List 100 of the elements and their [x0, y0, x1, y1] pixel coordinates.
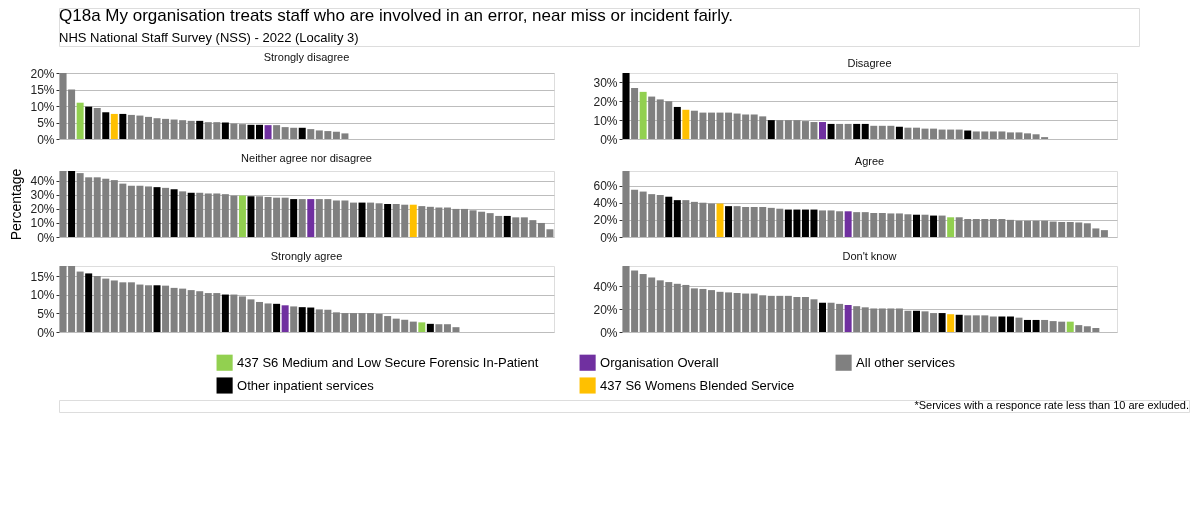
bar — [162, 285, 170, 332]
bar — [673, 106, 681, 139]
y-tick-label: 20% — [30, 202, 55, 217]
y-tick-label: 5% — [37, 116, 55, 130]
legend-label: Organisation Overall — [600, 354, 719, 370]
bar — [861, 123, 869, 139]
y-tick-label: 15% — [30, 83, 55, 97]
bar — [187, 192, 195, 237]
y-tick-label: 0% — [37, 132, 55, 147]
bar — [426, 323, 434, 332]
bar — [367, 202, 375, 237]
bar — [418, 322, 426, 332]
bar — [93, 107, 101, 139]
bar — [1066, 321, 1074, 332]
bar — [119, 113, 127, 139]
bar — [716, 203, 724, 237]
bar — [418, 206, 426, 237]
bar — [836, 123, 844, 139]
bar — [904, 127, 912, 139]
bar — [1024, 133, 1032, 139]
bar — [767, 120, 775, 139]
bar — [819, 302, 827, 332]
y-tick-label: 0% — [600, 325, 618, 340]
text: *Services with a responce rate less than 10 are exluded. — [914, 399, 1189, 411]
y-tick-label: 20% — [593, 213, 618, 228]
bar — [256, 301, 264, 332]
bar — [819, 122, 827, 139]
legend-label: Other inpatient services — [237, 377, 375, 393]
bar — [725, 206, 733, 237]
y-tick-label: 10% — [593, 113, 618, 128]
chart-title: Strongly agree — [270, 250, 343, 262]
bar — [375, 203, 383, 237]
chart-title: Disagree — [847, 57, 892, 69]
bar — [1024, 319, 1032, 332]
y-tick-label: 20% — [593, 302, 618, 317]
bar — [162, 187, 170, 237]
y-tick-label: 30% — [593, 75, 618, 90]
y-tick-label: 10% — [30, 288, 55, 303]
text: Q18a My organisation treats staff who are involved in an error, near miss or incident fairly. — [59, 6, 734, 25]
chart-title: Strongly disagree — [263, 51, 350, 63]
bar — [384, 204, 392, 237]
y-tick-label: 40% — [593, 279, 618, 294]
bar — [68, 171, 76, 237]
bar — [853, 306, 861, 332]
bar — [827, 123, 835, 139]
bar — [144, 186, 152, 237]
y-tick-label: 10% — [30, 99, 55, 114]
bar — [912, 127, 920, 139]
bar — [1041, 319, 1049, 332]
bar — [955, 129, 963, 139]
bar — [870, 125, 878, 139]
y-tick-label: 0% — [600, 230, 618, 245]
y-tick-label: 0% — [37, 325, 55, 340]
bar — [1006, 316, 1014, 332]
legend-label: All other services — [856, 354, 956, 370]
bar — [912, 310, 920, 332]
bar — [682, 200, 690, 237]
bar — [230, 123, 238, 139]
text: NHS National Staff Survey (NSS) - 2022 (Locality 3) — [59, 30, 359, 45]
chart-title: Don't know — [842, 250, 897, 262]
bar — [622, 73, 630, 139]
bar — [512, 217, 520, 237]
bar — [273, 303, 281, 332]
bar — [144, 116, 152, 139]
bar — [955, 314, 963, 332]
bar — [221, 294, 229, 332]
bar — [85, 106, 93, 139]
bar — [1015, 317, 1023, 332]
bar — [819, 210, 827, 237]
y-tick-label: 0% — [37, 230, 55, 245]
bar — [76, 271, 84, 332]
bar — [964, 315, 972, 332]
bar — [921, 214, 929, 237]
bar — [273, 125, 281, 139]
y-tick-label: 20% — [593, 94, 618, 109]
bar — [895, 126, 903, 139]
bar — [264, 125, 272, 139]
bar — [844, 123, 852, 139]
bar — [59, 171, 67, 237]
bar — [358, 202, 366, 237]
bar — [776, 120, 784, 139]
bar — [1075, 325, 1083, 332]
bar — [264, 303, 272, 332]
y-tick-label: 60% — [593, 179, 618, 194]
bar — [844, 211, 852, 237]
chart-title: Neither agree nor disagree — [241, 152, 372, 165]
bar — [290, 199, 298, 237]
bar — [947, 217, 955, 237]
bar — [102, 112, 110, 139]
bar — [298, 127, 306, 139]
y-tick-label: 5% — [37, 306, 55, 321]
bar — [682, 109, 690, 139]
bar — [221, 122, 229, 139]
bar — [281, 197, 289, 237]
bar — [665, 196, 673, 237]
bar — [409, 321, 417, 332]
bar — [153, 285, 161, 332]
bar — [707, 112, 715, 139]
bar — [853, 123, 861, 139]
bar — [503, 215, 511, 237]
